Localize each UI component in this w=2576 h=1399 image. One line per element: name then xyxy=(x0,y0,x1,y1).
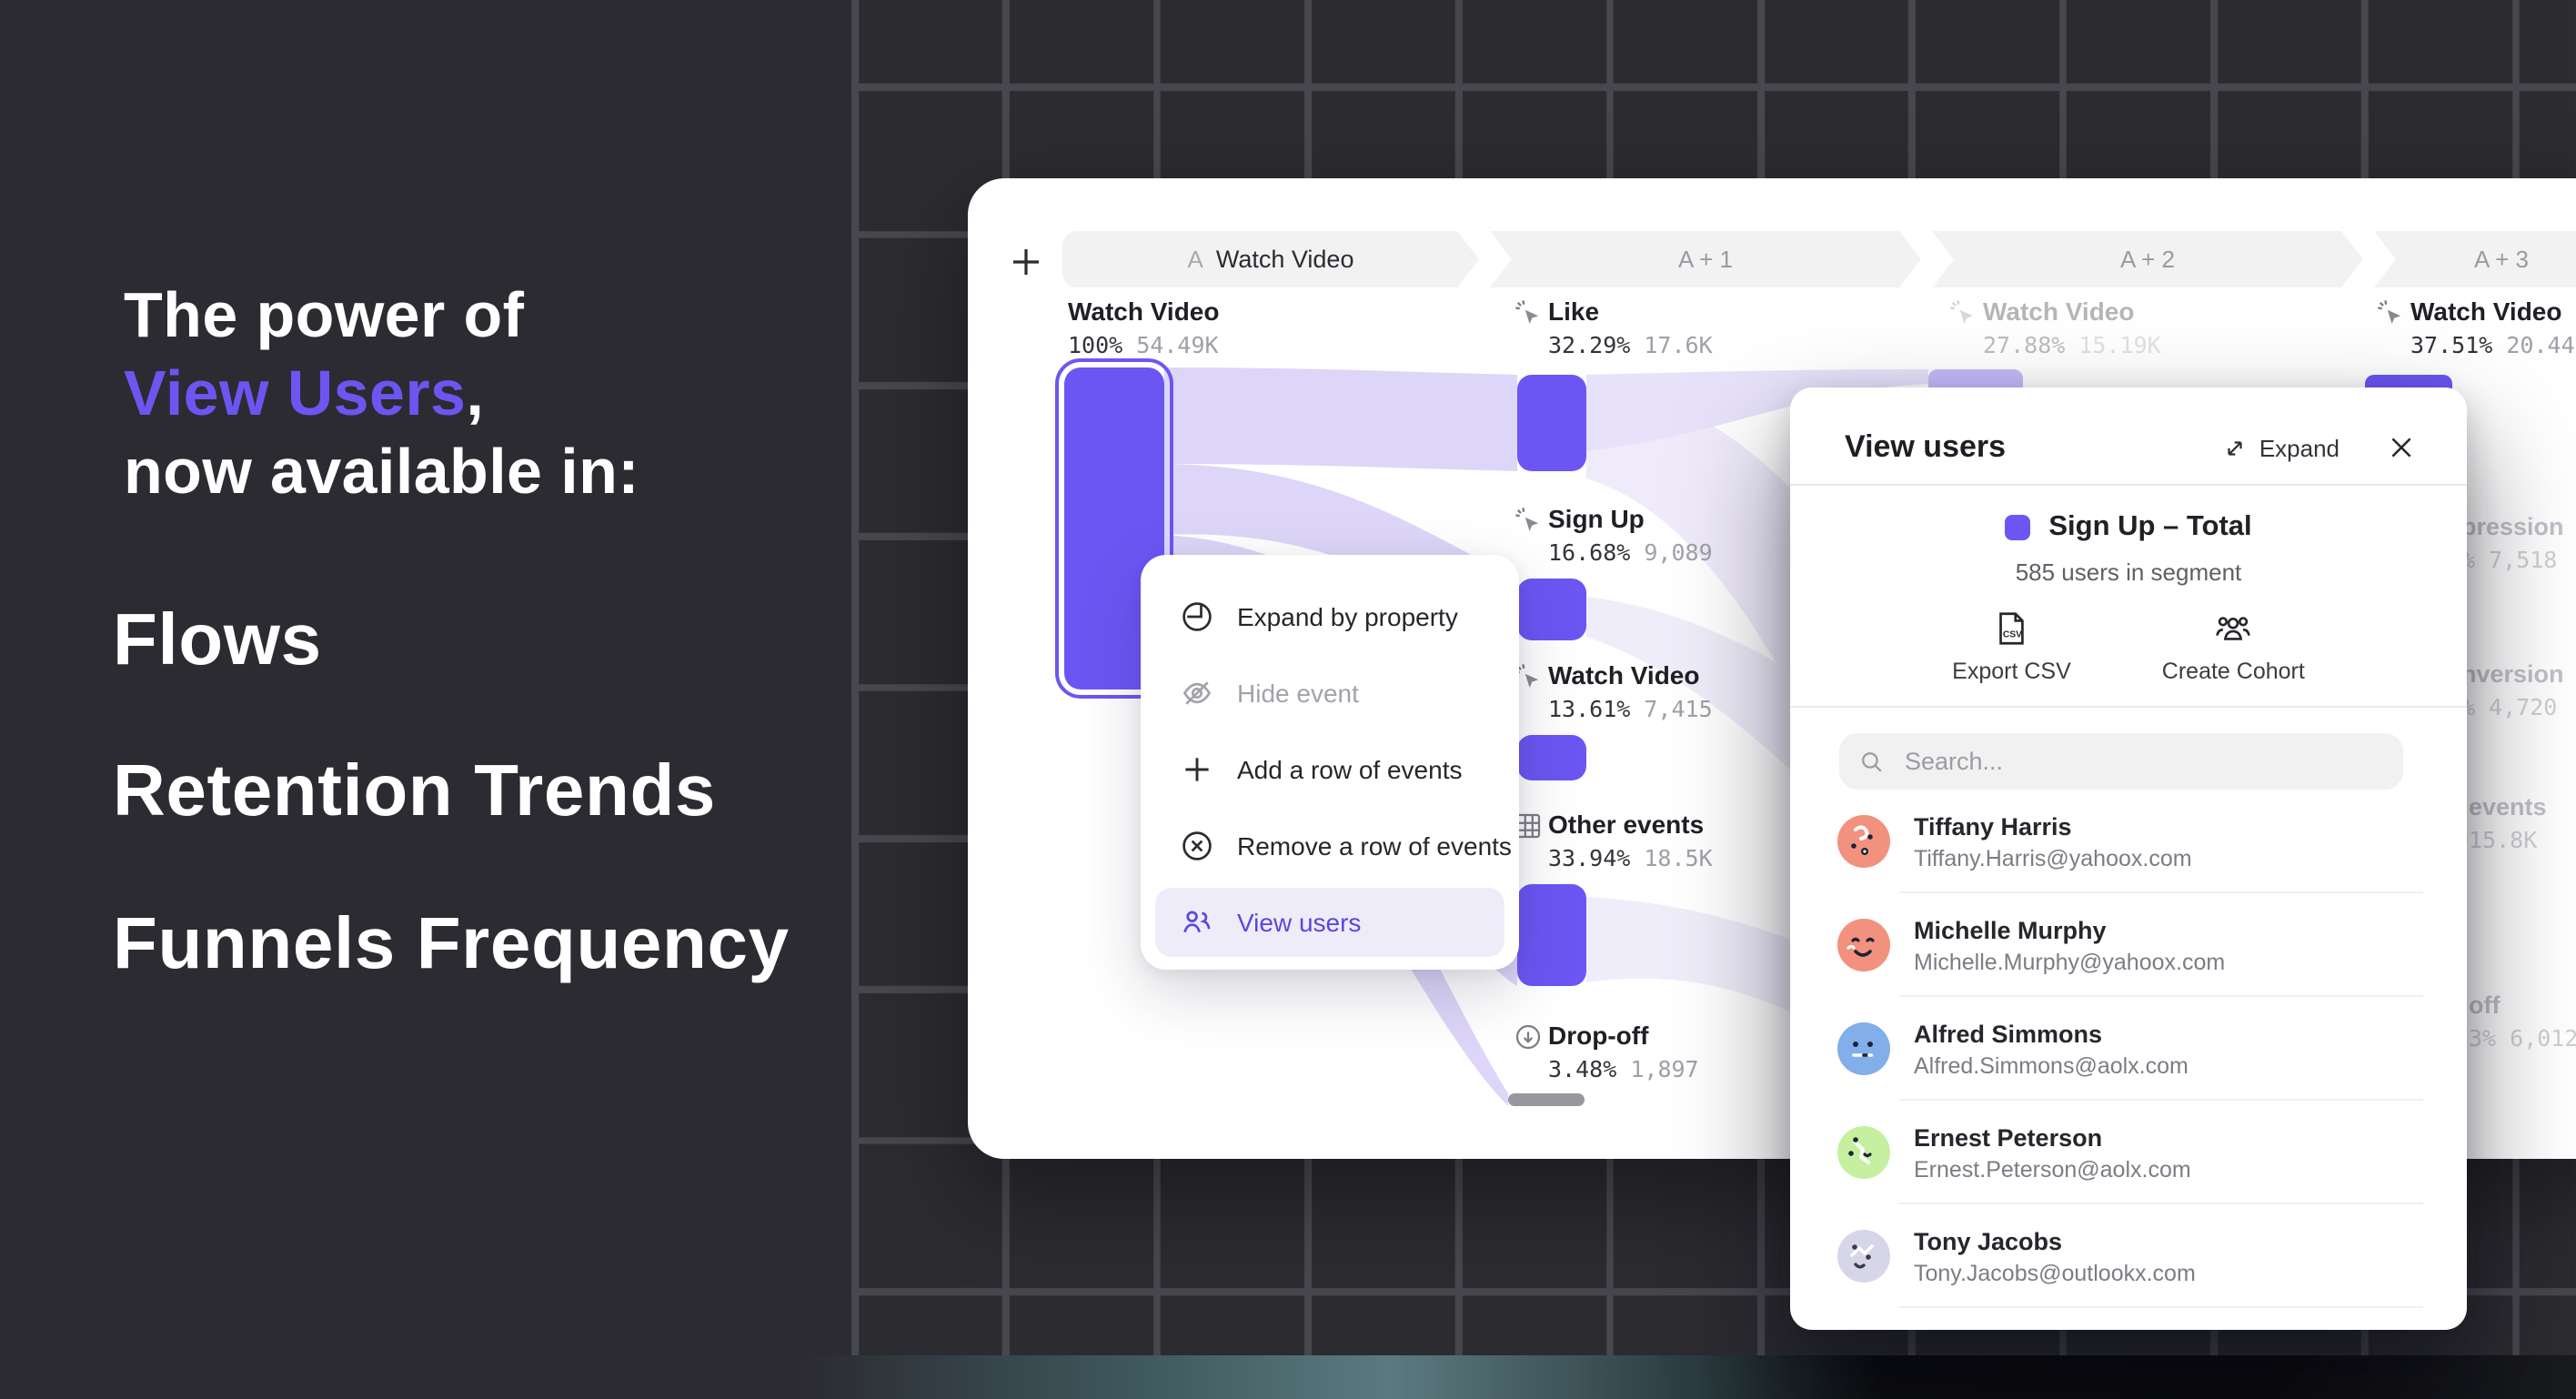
hero-line3: now available in: xyxy=(124,437,639,508)
user-row[interactable]: Tony Jacobs Tony.Jacobs@outlookx.com xyxy=(1790,1204,2467,1308)
expand-property-icon xyxy=(1182,602,1212,631)
user-name: Ernest Peterson xyxy=(1914,1123,2103,1151)
search-icon xyxy=(1862,751,1882,771)
hero-item-funnels: Funnels Frequency xyxy=(113,904,790,984)
hero-headline: The power of View Users, now available i… xyxy=(124,277,639,511)
users-icon xyxy=(1183,911,1211,933)
user-email: Tiffany.Harris@yahoox.com xyxy=(1914,845,2192,871)
user-name: Tony Jacobs xyxy=(1914,1227,2063,1254)
user-row[interactable]: Alfred Simmons Alfred.Simmons@aolx.com xyxy=(1790,997,2467,1101)
tab-label: A + 1 xyxy=(1678,246,1733,273)
user-list: Tiffany Harris Tiffany.Harris@yahoox.com… xyxy=(1790,790,2467,1308)
edge-fragment-impression: pression % 7,518 xyxy=(2461,513,2564,573)
expand-button[interactable]: Expand xyxy=(2223,435,2340,462)
context-menu: Expand by property Hide event Add a row … xyxy=(1141,555,1519,970)
funnel-bar-watch-video-a1[interactable] xyxy=(1517,735,1586,780)
segment-summary: Sign Up – Total 585 users in segment xyxy=(1790,511,2467,586)
circle-x-icon xyxy=(1182,831,1212,861)
cursor-click-icon xyxy=(1515,508,1539,531)
hero-line1: The power of xyxy=(124,280,525,351)
drop-off-bar xyxy=(1508,1093,1585,1106)
user-row[interactable]: Ernest Peterson Ernest.Peterson@aolx.com xyxy=(1790,1101,2467,1204)
menu-item-view-users[interactable]: View users xyxy=(1155,888,1504,957)
step-label-other-events: Other events 33.94% 18.5K xyxy=(1515,810,1713,871)
csv-file-icon: CSV xyxy=(1999,612,2025,645)
user-email: Alfred.Simmons@aolx.com xyxy=(1914,1052,2189,1078)
funnel-bar-like[interactable] xyxy=(1517,375,1586,471)
segment-color-swatch xyxy=(2005,515,2031,540)
export-csv-button[interactable]: CSV Export CSV xyxy=(1952,609,2071,684)
tab-step-a1[interactable]: A + 1 xyxy=(1490,231,1921,287)
menu-item-expand-by-property[interactable]: Expand by property xyxy=(1141,579,1519,655)
cursor-click-icon xyxy=(2378,300,2401,324)
users-group-icon xyxy=(2216,617,2251,640)
tab-step-a2[interactable]: A + 2 xyxy=(1932,231,2363,287)
view-users-panel: View users Expand Sign Up – Total 585 us… xyxy=(1790,387,2467,1330)
panel-divider xyxy=(1790,706,2467,708)
hero-highlight: View Users xyxy=(124,358,467,429)
panel-title: View users xyxy=(1845,429,2007,464)
edge-fragment-dropoff: off 3% 6,012 xyxy=(2469,991,2576,1052)
floor-strip xyxy=(0,1355,2576,1399)
user-name: Michelle Murphy xyxy=(1914,916,2107,943)
add-step-button[interactable] xyxy=(1004,240,1048,284)
funnel-bar-sign-up[interactable] xyxy=(1517,579,1586,640)
menu-item-add-row[interactable]: Add a row of events xyxy=(1141,731,1519,808)
expand-diagonal-icon xyxy=(2228,441,2242,456)
segment-user-count: 585 users in segment xyxy=(2015,559,2242,586)
cursor-click-icon xyxy=(1515,300,1539,324)
avatar xyxy=(1837,1230,1890,1283)
tab-step-a[interactable]: A Watch Video xyxy=(1062,231,1479,287)
funnel-bar-other-events[interactable] xyxy=(1517,884,1586,986)
plus-icon xyxy=(1185,758,1209,781)
cursor-click-icon xyxy=(1950,300,1974,324)
edge-fragment-conversion: nversion % 4,720 xyxy=(2461,660,2564,720)
plus-icon xyxy=(1013,249,1039,275)
step-label-sign-up: Sign Up 16.68% 9,089 xyxy=(1515,504,1713,566)
tab-label: A + 3 xyxy=(2474,246,2529,273)
menu-item-remove-row[interactable]: Remove a row of events xyxy=(1141,808,1519,884)
step-label-watch-video-a2-faded: Watch Video 27.88% 15.19K xyxy=(1950,297,2161,358)
user-name: Tiffany Harris xyxy=(1914,812,2072,840)
eye-off-icon xyxy=(1182,681,1212,705)
create-cohort-button[interactable]: Create Cohort xyxy=(2162,609,2305,684)
hero-item-retention: Retention Trends xyxy=(113,751,716,831)
step-label-like: Like 32.29% 17.6K xyxy=(1515,297,1713,358)
avatar xyxy=(1837,1022,1890,1075)
avatar xyxy=(1837,919,1890,971)
panel-header: View users Expand xyxy=(1790,387,2467,486)
tab-label: A + 2 xyxy=(2120,246,2175,273)
segment-name: Sign Up – Total xyxy=(2048,511,2252,542)
hero-copy: The power of View Users, now available i… xyxy=(0,0,851,1399)
user-email: Tony.Jacobs@outlookx.com xyxy=(1914,1260,2196,1285)
hero-item-flows: Flows xyxy=(113,600,322,680)
edge-fragment-events: events 15.8K xyxy=(2469,793,2547,853)
avatar xyxy=(1837,815,1890,868)
tab-prefix: A xyxy=(1187,246,1203,273)
svg-text:CSV: CSV xyxy=(2003,630,2022,640)
step-label-watch-video-a3: Watch Video 37.51% 20.44K xyxy=(2378,297,2576,358)
tab-step-a3[interactable]: A + 3 xyxy=(2374,231,2576,287)
tab-label: Watch Video xyxy=(1215,246,1354,273)
user-name: Alfred Simmons xyxy=(1914,1020,2103,1047)
avatar xyxy=(1837,1126,1890,1179)
search-box xyxy=(1839,733,2403,790)
step-label-drop-off: Drop-off 3.48% 1,897 xyxy=(1515,1021,1699,1082)
user-email: Ernest.Peterson@aolx.com xyxy=(1914,1156,2191,1182)
menu-item-hide-event[interactable]: Hide event xyxy=(1141,655,1519,731)
user-row[interactable]: Tiffany Harris Tiffany.Harris@yahoox.com xyxy=(1790,790,2467,893)
user-email: Michelle.Murphy@yahoox.com xyxy=(1914,949,2226,974)
step-label-watch-video-a1: Watch Video 13.61% 7,415 xyxy=(1515,660,1713,722)
user-row[interactable]: Michelle Murphy Michelle.Murphy@yahoox.c… xyxy=(1790,893,2467,997)
close-icon[interactable] xyxy=(2387,433,2416,462)
step-label-watch-video-a: Watch Video 100% 54.49K xyxy=(1068,297,1220,358)
search-input[interactable] xyxy=(1901,746,2383,777)
arrow-down-circle-icon xyxy=(1515,1024,1541,1050)
hero-comma: , xyxy=(466,358,485,429)
